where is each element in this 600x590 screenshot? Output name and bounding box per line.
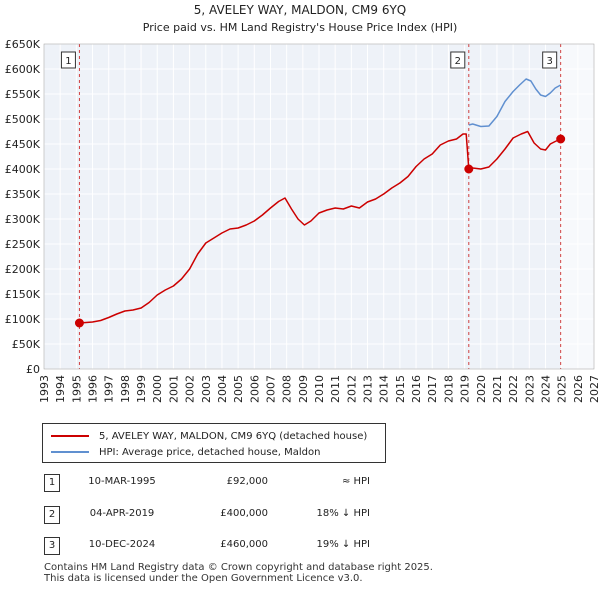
sale-price: £400,000 (220, 508, 268, 519)
sale-point (74, 318, 84, 328)
y-tick-label: £0 (26, 363, 40, 376)
sale-marker-label: 3 (546, 56, 552, 67)
x-tick-label: 1993 (38, 375, 51, 403)
legend-line-property (51, 435, 89, 437)
x-tick-label: 2020 (475, 375, 488, 403)
sale-marker-badge: 2 (44, 506, 60, 524)
hpi-series-line (468, 78, 562, 128)
sale-marker-box (542, 51, 558, 69)
x-tick-label: 2007 (264, 375, 277, 403)
x-tick-label: 2021 (491, 375, 504, 403)
x-tick-label: 2006 (248, 375, 261, 403)
footer-licence: This data is licensed under the Open Gov… (44, 573, 363, 584)
x-tick-label: 2015 (394, 375, 407, 403)
y-tick-label: £500K (5, 113, 41, 126)
sale-date: 10-MAR-1995 (88, 476, 156, 487)
sale-point (464, 164, 474, 174)
x-tick-label: 2018 (442, 375, 455, 403)
sale-hpi-comparison: 19% ↓ HPI (316, 539, 370, 550)
x-tick-label: 1997 (103, 375, 116, 403)
x-tick-label: 1995 (70, 375, 83, 403)
y-tick-label: £550K (5, 88, 41, 101)
x-tick-label: 1998 (119, 375, 132, 403)
x-tick-label: 1994 (54, 375, 67, 403)
footer-attribution: Contains HM Land Registry data © Crown c… (44, 562, 433, 584)
x-tick-label: 2012 (345, 375, 358, 403)
sale-date: 10-DEC-2024 (88, 539, 156, 550)
table-row: 1 10-MAR-1995 £92,000 ≈ HPI (44, 474, 384, 492)
price-chart: 5, AVELEY WAY, MALDON, CM9 6YQ Price pai… (5, 3, 600, 403)
sale-price: £92,000 (226, 476, 268, 487)
footer-copyright: Contains HM Land Registry data © Crown c… (44, 562, 433, 573)
legend-line-hpi (51, 451, 89, 453)
y-tick-label: £450K (5, 138, 41, 151)
legend-label-property: 5, AVELEY WAY, MALDON, CM9 6YQ (detached… (99, 430, 368, 442)
sale-marker-box (60, 51, 76, 69)
x-tick-label: 2025 (556, 375, 569, 403)
x-tick-label: 2002 (184, 375, 197, 403)
plot-border (43, 43, 595, 370)
sale-hpi-comparison: ≈ HPI (341, 476, 370, 487)
y-tick-label: £100K (5, 313, 41, 326)
sale-marker-badge: 3 (44, 537, 60, 555)
chart-subtitle: Price paid vs. HM Land Registry's House … (143, 21, 458, 34)
table-row: 2 04-APR-2019 £400,000 18% ↓ HPI (44, 506, 384, 524)
table-row: 3 10-DEC-2024 £460,000 19% ↓ HPI (44, 537, 384, 555)
x-tick-label: 2009 (297, 375, 310, 403)
x-tick-label: 2010 (313, 375, 326, 403)
x-tick-label: 1999 (135, 375, 148, 403)
y-tick-label: £150K (5, 288, 41, 301)
x-tick-label: 2003 (200, 375, 213, 403)
x-tick-label: 2013 (362, 375, 375, 403)
legend-item-hpi: HPI: Average price, detached house, Mald… (51, 445, 320, 459)
x-tick-label: 2022 (507, 375, 520, 403)
property-series-line (79, 130, 562, 324)
sale-marker-label: 2 (455, 56, 461, 67)
sale-marker-label: 1 (65, 56, 71, 67)
sale-marker-box (450, 51, 466, 69)
x-tick-label: 2001 (167, 375, 180, 403)
legend-item-property: 5, AVELEY WAY, MALDON, CM9 6YQ (detached… (51, 429, 367, 443)
x-tick-label: 2024 (539, 375, 552, 403)
y-tick-label: £50K (12, 338, 41, 351)
x-tick-label: 2026 (572, 375, 585, 403)
sale-date: 04-APR-2019 (89, 508, 155, 519)
y-tick-label: £200K (5, 263, 41, 276)
sale-marker-badge: 1 (44, 474, 60, 492)
y-tick-label: £350K (5, 188, 41, 201)
x-tick-label: 2014 (378, 375, 391, 403)
x-tick-label: 2023 (523, 375, 536, 403)
x-tick-label: 2008 (281, 375, 294, 403)
x-tick-label: 2019 (459, 375, 472, 403)
x-tick-label: 2005 (232, 375, 245, 403)
x-tick-label: 2004 (216, 375, 229, 403)
x-tick-label: 2000 (151, 375, 164, 403)
legend-label-hpi: HPI: Average price, detached house, Mald… (99, 446, 321, 458)
x-tick-label: 2011 (329, 375, 342, 403)
sale-price: £460,000 (220, 539, 268, 550)
y-tick-label: £250K (5, 238, 41, 251)
sale-hpi-comparison: 18% ↓ HPI (316, 508, 370, 519)
y-tick-label: £300K (5, 213, 41, 226)
y-tick-label: £650K (5, 38, 41, 51)
y-tick-label: £400K (5, 163, 41, 176)
x-tick-label: 2027 (588, 375, 600, 403)
x-tick-label: 2017 (426, 375, 439, 403)
y-tick-label: £600K (5, 63, 41, 76)
chart-title: 5, AVELEY WAY, MALDON, CM9 6YQ (194, 3, 406, 17)
x-tick-label: 1996 (87, 375, 100, 403)
sale-point (556, 134, 566, 144)
x-tick-label: 2016 (410, 375, 423, 403)
chart-legend: 5, AVELEY WAY, MALDON, CM9 6YQ (detached… (42, 423, 386, 463)
